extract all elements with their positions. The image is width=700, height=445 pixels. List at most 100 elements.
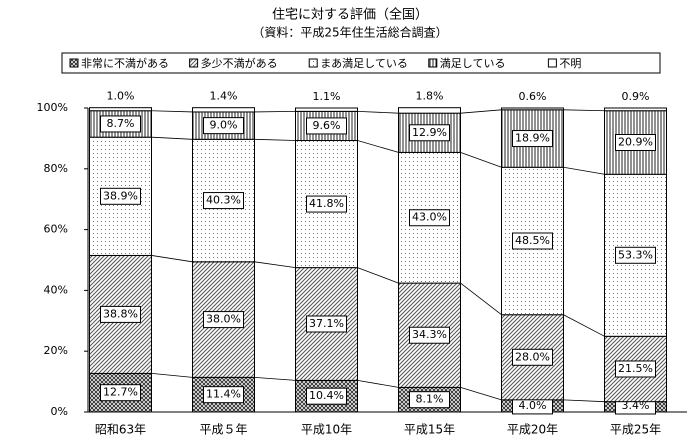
connector-line — [563, 399, 605, 403]
value-label: 37.1% — [309, 317, 344, 330]
value-label-box — [615, 360, 656, 378]
legend — [61, 52, 661, 74]
connector-line — [460, 152, 502, 168]
value-label: 10.4% — [309, 389, 344, 402]
bar-segment — [604, 107, 667, 112]
value-label-box — [615, 134, 656, 152]
y-tick-label: 20% — [44, 344, 68, 357]
bar-segment — [501, 314, 564, 401]
bar-segment — [192, 107, 255, 113]
value-label-box — [306, 195, 347, 213]
legend-label: 満足している — [440, 57, 506, 70]
connector-line — [357, 267, 399, 284]
value-label: 12.9% — [412, 126, 447, 139]
connector-line — [357, 379, 399, 388]
value-label: 1.1% — [313, 90, 341, 103]
value-label: 38.0% — [206, 313, 241, 326]
value-label: 18.9% — [515, 132, 550, 145]
value-label-box — [409, 326, 450, 344]
connector-line — [460, 109, 502, 114]
value-label: 40.3% — [206, 194, 241, 207]
y-tick-label: 60% — [44, 223, 68, 236]
connector-line — [460, 386, 502, 401]
bar-segment — [89, 107, 152, 112]
value-label: 12.7% — [103, 386, 138, 399]
value-label: 28.0% — [515, 350, 550, 363]
legend-swatch — [428, 58, 438, 68]
y-tick-label: 0% — [51, 405, 68, 418]
connector-line — [254, 261, 296, 268]
value-label: 9.6% — [313, 119, 341, 132]
legend-swatch — [308, 58, 318, 68]
legend-swatch — [547, 58, 557, 68]
value-label: 4.0% — [519, 399, 547, 412]
x-tick-label: 平成25年 — [610, 423, 661, 437]
value-label: 38.9% — [103, 189, 138, 202]
connector-line — [460, 282, 502, 316]
value-label-box — [512, 232, 553, 250]
value-label-box — [512, 348, 553, 366]
y-tick-label: 100% — [37, 101, 68, 114]
connector-line — [151, 255, 193, 263]
value-label-box — [203, 117, 244, 135]
x-tick-label: 平成20年 — [507, 423, 558, 437]
legend-swatch — [69, 58, 79, 68]
chart-title: 住宅に対する評価（全国） — [272, 7, 428, 23]
legend-swatch — [189, 58, 199, 68]
value-label: 53.3% — [618, 248, 653, 261]
value-label: 1.4% — [210, 90, 238, 103]
value-label: 3.4% — [622, 399, 650, 412]
value-label-box — [100, 187, 141, 205]
connector-line — [357, 110, 399, 114]
value-label: 20.9% — [618, 136, 653, 149]
value-label-box — [100, 305, 141, 323]
value-label-box — [306, 117, 347, 135]
legend-label: 不明 — [559, 57, 581, 70]
value-label: 0.9% — [622, 90, 650, 103]
value-label-box — [100, 115, 141, 133]
x-tick-label: 平成５年 — [199, 423, 247, 437]
x-tick-label: 昭和63年 — [95, 423, 146, 437]
x-tick-label: 平成15年 — [404, 423, 455, 437]
bar-segment — [501, 107, 564, 111]
connector-line — [254, 138, 296, 141]
connector-line — [563, 109, 605, 112]
value-label-box — [409, 124, 450, 142]
value-label: 41.8% — [309, 197, 344, 210]
value-label-box — [615, 246, 656, 264]
chart-subtitle: （資料：平成25年住生活総合調査） — [252, 25, 447, 40]
connector-line — [254, 110, 296, 113]
connector-line — [151, 372, 193, 378]
value-label-box — [203, 192, 244, 210]
value-label: 8.7% — [107, 117, 135, 130]
bar-segment — [398, 107, 461, 114]
value-label: 9.0% — [210, 119, 238, 132]
value-label-box — [306, 315, 347, 333]
value-label: 1.0% — [107, 90, 135, 103]
connector-line — [563, 314, 605, 337]
legend-label: 非常に不満がある — [81, 56, 169, 70]
value-label-box — [203, 386, 244, 404]
value-label-box — [512, 130, 553, 148]
value-label: 43.0% — [412, 211, 447, 224]
connector-line — [357, 140, 399, 153]
value-label-box — [203, 311, 244, 329]
value-label: 48.5% — [515, 234, 550, 247]
bar-segment — [295, 107, 358, 112]
x-tick-label: 平成10年 — [301, 423, 352, 437]
value-label: 21.5% — [618, 362, 653, 375]
value-label-box — [100, 384, 141, 402]
connector-line — [254, 376, 296, 381]
value-label: 34.3% — [412, 328, 447, 341]
legend-label: まあ満足している — [320, 57, 408, 70]
connector-line — [151, 110, 193, 113]
connector-line — [563, 166, 605, 175]
connector-line — [151, 136, 193, 140]
legend-label: 多少不満がある — [201, 56, 278, 70]
value-label-box — [409, 209, 450, 227]
y-tick-label: 40% — [44, 283, 68, 296]
value-label: 0.6% — [519, 90, 547, 103]
value-label: 8.1% — [416, 393, 444, 406]
y-tick-label: 80% — [44, 162, 68, 175]
